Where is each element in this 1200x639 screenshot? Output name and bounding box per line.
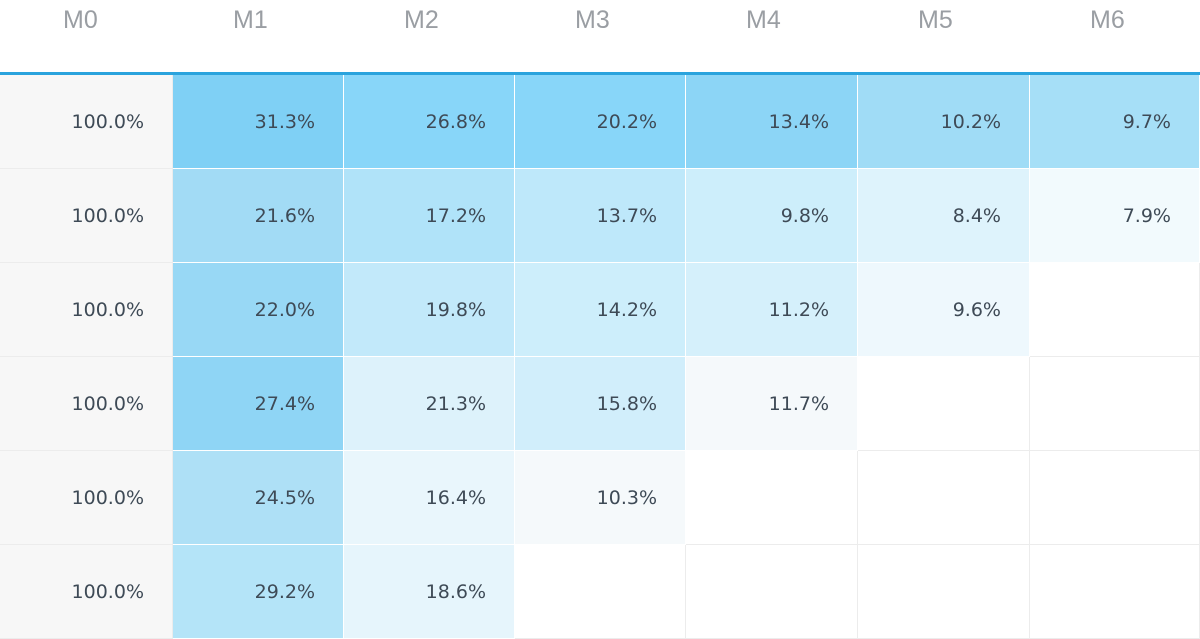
cohort-cell: 100.0% [0,451,173,545]
empty-cell [858,545,1030,639]
cohort-cell: 15.8% [515,357,686,451]
empty-cell [1030,263,1200,357]
empty-cell [686,451,858,545]
cohort-cell: 19.8% [344,263,515,357]
cohort-cell: 16.4% [344,451,515,545]
empty-cell [858,357,1030,451]
cohort-cell: 14.2% [515,263,686,357]
column-header: M1 [233,6,268,34]
empty-cell [1030,357,1200,451]
cohort-cell: 100.0% [0,545,173,639]
cohort-cell: 9.8% [686,169,858,263]
cohort-cell: 31.3% [173,75,344,169]
column-header: M3 [575,6,610,34]
cohort-cell: 100.0% [0,263,173,357]
cohort-cell: 20.2% [515,75,686,169]
cohort-cell: 100.0% [0,357,173,451]
column-header: M6 [1090,6,1125,34]
cohort-cell: 11.2% [686,263,858,357]
empty-cell [1030,451,1200,545]
cohort-cell: 24.5% [173,451,344,545]
cohort-cell: 17.2% [344,169,515,263]
cohort-cell: 21.6% [173,169,344,263]
cohort-cell: 13.7% [515,169,686,263]
cohort-cell: 27.4% [173,357,344,451]
cohort-cell: 8.4% [858,169,1030,263]
empty-cell [515,545,686,639]
cohort-cell: 26.8% [344,75,515,169]
empty-cell [1030,545,1200,639]
column-header: M2 [404,6,439,34]
cohort-cell: 21.3% [344,357,515,451]
cohort-cell: 29.2% [173,545,344,639]
cohort-cell: 22.0% [173,263,344,357]
cohort-cell: 11.7% [686,357,858,451]
column-header: M0 [63,6,98,34]
cohort-cell: 100.0% [0,75,173,169]
cohort-cell: 13.4% [686,75,858,169]
cohort-cell: 100.0% [0,169,173,263]
cohort-cell: 10.2% [858,75,1030,169]
cohort-cell: 18.6% [344,545,515,639]
cohort-cell: 9.7% [1030,75,1200,169]
column-header: M4 [746,6,781,34]
empty-cell [686,545,858,639]
header-rule [0,72,1200,75]
cohort-cell: 7.9% [1030,169,1200,263]
empty-cell [858,451,1030,545]
cohort-cell: 9.6% [858,263,1030,357]
cohort-cell: 10.3% [515,451,686,545]
column-header: M5 [918,6,953,34]
